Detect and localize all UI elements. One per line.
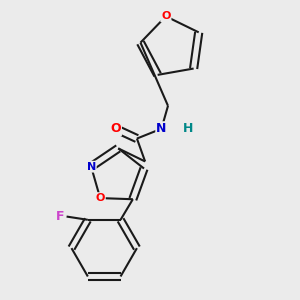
Text: O: O xyxy=(95,193,105,203)
Text: N: N xyxy=(86,162,96,172)
Text: O: O xyxy=(110,122,121,135)
Text: O: O xyxy=(161,11,171,21)
Text: N: N xyxy=(156,122,167,135)
Text: H: H xyxy=(182,122,193,135)
Text: F: F xyxy=(56,210,64,223)
